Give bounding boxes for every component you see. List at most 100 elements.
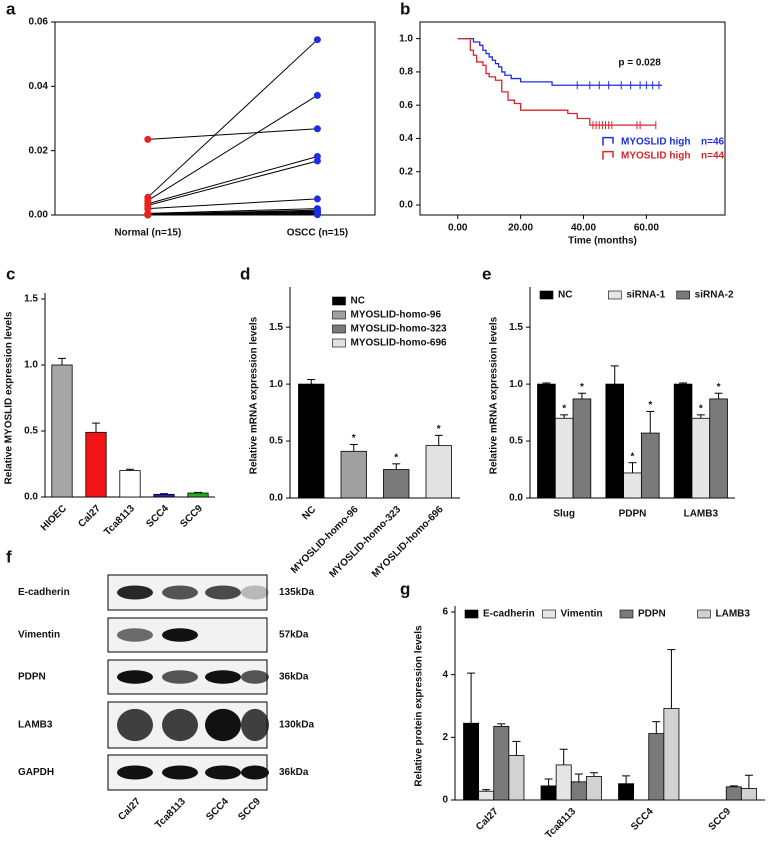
legend-label: MYOSLID high <box>621 150 690 161</box>
blot-band <box>241 765 269 780</box>
bar <box>673 383 693 499</box>
legend-swatch <box>697 609 711 619</box>
legend-label: NC <box>558 290 572 301</box>
y-tick-label: 2 <box>442 732 448 743</box>
pair-line <box>147 155 318 205</box>
y-tick-label: 1.5 <box>509 322 523 333</box>
x-tick-label: LAMB3 <box>684 509 719 520</box>
x-tick-label: HIOEC <box>39 503 69 533</box>
legend-swatch <box>608 290 622 300</box>
bar <box>605 383 625 499</box>
x-tick-label: Cal27 <box>474 806 501 833</box>
bar <box>425 445 452 499</box>
y-axis-label: Relative mRNA expression levels <box>489 316 500 474</box>
bar <box>51 364 73 498</box>
pair-line <box>147 160 318 206</box>
y-tick-label: 1.0 <box>24 360 38 371</box>
bar <box>585 776 602 801</box>
legend-label: NC <box>351 296 365 307</box>
y-tick-label: 4 <box>442 669 448 680</box>
y-tick-label: 0.02 <box>29 145 49 156</box>
pair-line <box>147 94 318 201</box>
bar <box>740 788 757 801</box>
significance: * <box>631 451 635 462</box>
panel-letter: b <box>400 0 410 18</box>
bar <box>640 432 660 499</box>
pair-line <box>147 208 318 214</box>
blot-band <box>117 765 153 780</box>
row-label: GAPDH <box>18 767 54 778</box>
survival-curve <box>457 37 656 126</box>
lane-label: Cal27 <box>116 796 143 823</box>
legend-swatch <box>539 290 554 300</box>
y-tick-label: 0.06 <box>29 17 49 28</box>
legend-swatch <box>676 290 690 300</box>
row-size: 57kDa <box>279 630 309 641</box>
bar <box>555 764 572 801</box>
panel-letter: f <box>6 547 12 566</box>
axes-frame <box>54 21 376 216</box>
bar <box>725 786 742 801</box>
y-tick-label: 0.00 <box>29 210 49 221</box>
pair-line <box>147 128 318 140</box>
legend-icon <box>602 136 614 146</box>
legend-label: Vimentin <box>561 609 603 620</box>
row-label: PDPN <box>18 672 46 683</box>
lane-label: SCC9 <box>236 796 263 823</box>
bar <box>623 472 642 499</box>
bar <box>340 450 367 499</box>
normal-dot <box>144 135 152 143</box>
bar <box>663 708 680 801</box>
x-tick-label: 0.00 <box>448 223 468 234</box>
oscc-dot <box>313 211 321 219</box>
panel-letter: c <box>6 264 15 283</box>
significance: * <box>394 452 398 463</box>
blot-band <box>117 585 153 600</box>
legend-label: MYOSLID-homo-96 <box>351 310 442 321</box>
row-label: Vimentin <box>18 630 60 641</box>
blot-band <box>162 628 198 642</box>
bar <box>493 725 510 801</box>
y-tick-label: 0.0 <box>269 493 283 504</box>
oscc-dot <box>313 36 321 44</box>
legend-label: E-cadherin <box>483 609 535 620</box>
x-tick-label: MYOSLID-homo-323 <box>327 504 403 580</box>
x-tick-label: SCC9 <box>707 806 734 833</box>
y-tick-label: 6 <box>442 607 448 618</box>
axes-frame <box>419 21 726 216</box>
bar <box>187 492 209 498</box>
y-axis-label: Relative MYOSLID expression levels <box>4 311 15 484</box>
bar <box>618 783 635 801</box>
panel-letter: g <box>400 579 410 598</box>
x-tick-label: Slug <box>553 509 575 520</box>
normal-dot <box>144 211 152 219</box>
x-tick-label: Cal27 <box>76 503 103 530</box>
blot-band <box>117 628 153 642</box>
row-label: E-cadherin <box>18 587 70 598</box>
x-tick-label: 40.00 <box>571 223 596 234</box>
blot-band <box>205 670 241 684</box>
lane-label: Tca8113 <box>153 796 188 831</box>
blot-band <box>162 585 198 600</box>
legend-label: PDPN <box>638 609 666 620</box>
legend-label: LAMB3 <box>716 609 751 620</box>
blot-band <box>241 708 269 742</box>
y-tick-label: 0.4 <box>399 133 413 144</box>
legend-label: MYOSLID-homo-696 <box>351 338 448 349</box>
x-tick-label: SCC4 <box>629 806 656 833</box>
blot-band <box>205 708 241 742</box>
bar <box>508 755 525 801</box>
legend-count: n=46 <box>701 136 725 147</box>
bar <box>570 781 587 801</box>
bar <box>463 722 480 801</box>
bar <box>153 493 175 498</box>
x-tick-label: SCC4 <box>144 503 171 530</box>
row-label: LAMB3 <box>18 720 53 731</box>
blot-band <box>205 765 241 780</box>
bar <box>554 417 574 499</box>
significance: * <box>699 404 703 415</box>
bar <box>691 417 711 499</box>
bar <box>537 383 556 499</box>
oscc-dot <box>313 195 321 203</box>
